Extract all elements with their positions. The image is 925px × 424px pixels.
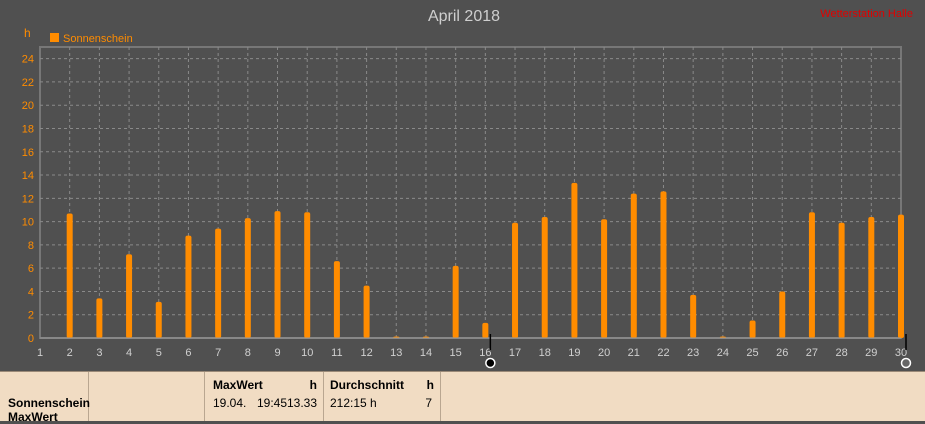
x-tick-label: 27 <box>806 347 818 359</box>
y-tick-label: 12 <box>22 193 34 205</box>
bar-day-4[interactable] <box>126 254 133 338</box>
bar-day-19[interactable] <box>571 182 578 338</box>
legend-swatch <box>50 33 59 42</box>
y-tick-label: 4 <box>28 286 34 298</box>
x-tick-label: 15 <box>450 347 462 359</box>
bar-day-20[interactable] <box>601 219 608 338</box>
bar-day-7[interactable] <box>215 228 222 338</box>
avg-count: 7 <box>425 396 432 410</box>
bar-day-28[interactable] <box>838 222 845 338</box>
avg-header: Durchschnitt <box>330 378 405 392</box>
x-tick-label: 4 <box>126 347 132 359</box>
bar-day-22[interactable] <box>660 191 667 338</box>
stats-panel: Sonnenschein MaxWert MaxWert h 19.04. 19… <box>0 371 925 424</box>
y-tick-label: 14 <box>22 170 34 182</box>
stats-empty-cell <box>89 372 205 421</box>
x-tick-label: 19 <box>568 347 580 359</box>
y-tick-label: 18 <box>22 123 34 135</box>
x-tick-label: 23 <box>687 347 699 359</box>
bar-day-2[interactable] <box>66 213 73 338</box>
x-tick-label: 5 <box>156 347 162 359</box>
bar-day-23[interactable] <box>690 294 697 338</box>
bar-day-21[interactable] <box>630 193 637 338</box>
max-date: 19.04. <box>213 396 247 410</box>
row-label-sonnenschein: Sonnenschein <box>8 396 91 410</box>
x-tick-label: 17 <box>509 347 521 359</box>
bar-day-3[interactable] <box>96 298 103 338</box>
plot-frame <box>39 46 902 339</box>
x-tick-label: 29 <box>865 347 877 359</box>
bar-day-12[interactable] <box>363 285 370 338</box>
y-tick-label: 16 <box>22 147 34 159</box>
max-header: MaxWert <box>213 378 263 392</box>
y-tick-label: 22 <box>22 77 34 89</box>
max-value: 13.33 <box>286 396 317 410</box>
chart-title: April 2018 <box>428 8 500 25</box>
bar-day-29[interactable] <box>868 216 875 338</box>
y-tick-label: 6 <box>28 263 34 275</box>
range-end-handle[interactable] <box>900 357 912 369</box>
bar-day-26[interactable] <box>779 291 786 338</box>
stats-row-labels: Sonnenschein MaxWert <box>0 372 91 424</box>
x-tick-label: 9 <box>274 347 280 359</box>
stats-max-cell: MaxWert h 19.04. 19:45 13.33 <box>205 372 324 421</box>
x-tick-label: 20 <box>598 347 610 359</box>
bar-day-17[interactable] <box>512 222 519 338</box>
x-tick-label: 8 <box>245 347 251 359</box>
x-tick-label: 24 <box>717 347 729 359</box>
bar-day-9[interactable] <box>274 211 281 338</box>
bar-day-30[interactable] <box>898 214 904 338</box>
y-tick-label: 20 <box>22 100 34 112</box>
x-tick-label: 6 <box>185 347 191 359</box>
max-unit: h <box>309 378 317 392</box>
x-tick-label: 12 <box>360 347 372 359</box>
x-tick-label: 21 <box>628 347 640 359</box>
legend-entry-sonnenschein[interactable]: Sonnenschein <box>63 33 133 45</box>
y-tick-label: 0 <box>28 333 34 345</box>
x-tick-label: 22 <box>657 347 669 359</box>
y-tick-label: 2 <box>28 310 34 322</box>
y-axis-unit: h <box>24 26 31 40</box>
bar-day-5[interactable] <box>155 301 162 338</box>
x-tick-label: 7 <box>215 347 221 359</box>
bar-day-27[interactable] <box>808 212 815 338</box>
max-time: 19:45 <box>257 396 288 410</box>
bar-day-25[interactable] <box>749 320 756 338</box>
bar-day-16[interactable] <box>482 322 489 338</box>
x-tick-label: 28 <box>835 347 847 359</box>
x-tick-label: 30 <box>895 347 907 359</box>
bar-day-6[interactable] <box>185 235 192 338</box>
y-tick-label: 8 <box>28 240 34 252</box>
bar-day-8[interactable] <box>244 218 251 338</box>
avg-unit: h <box>426 378 434 392</box>
bar-day-11[interactable] <box>333 261 340 338</box>
range-start-handle[interactable] <box>485 357 496 369</box>
x-tick-label: 10 <box>301 347 313 359</box>
bar-day-10[interactable] <box>304 212 311 338</box>
bar-day-18[interactable] <box>541 216 548 338</box>
x-tick-label: 13 <box>390 347 402 359</box>
x-tick-label: 26 <box>776 347 788 359</box>
x-tick-label: 25 <box>746 347 758 359</box>
x-tick-label: 3 <box>96 347 102 359</box>
y-tick-label: 10 <box>22 217 34 229</box>
x-tick-label: 11 <box>331 347 342 359</box>
x-tick-label: 16 <box>479 347 491 359</box>
x-tick-label: 18 <box>539 347 551 359</box>
row-label-maxwert: MaxWert <box>8 410 58 424</box>
y-tick-label: 24 <box>22 54 34 66</box>
stats-avg-cell: Durchschnitt h 212:15 h 7 <box>324 372 441 421</box>
avg-value: 212:15 h <box>330 396 377 410</box>
x-tick-label: 2 <box>67 347 73 359</box>
bar-day-15[interactable] <box>452 265 459 338</box>
x-tick-label: 1 <box>37 347 43 359</box>
x-tick-label: 14 <box>420 347 432 359</box>
station-label: Wetterstation Halle <box>820 8 913 20</box>
